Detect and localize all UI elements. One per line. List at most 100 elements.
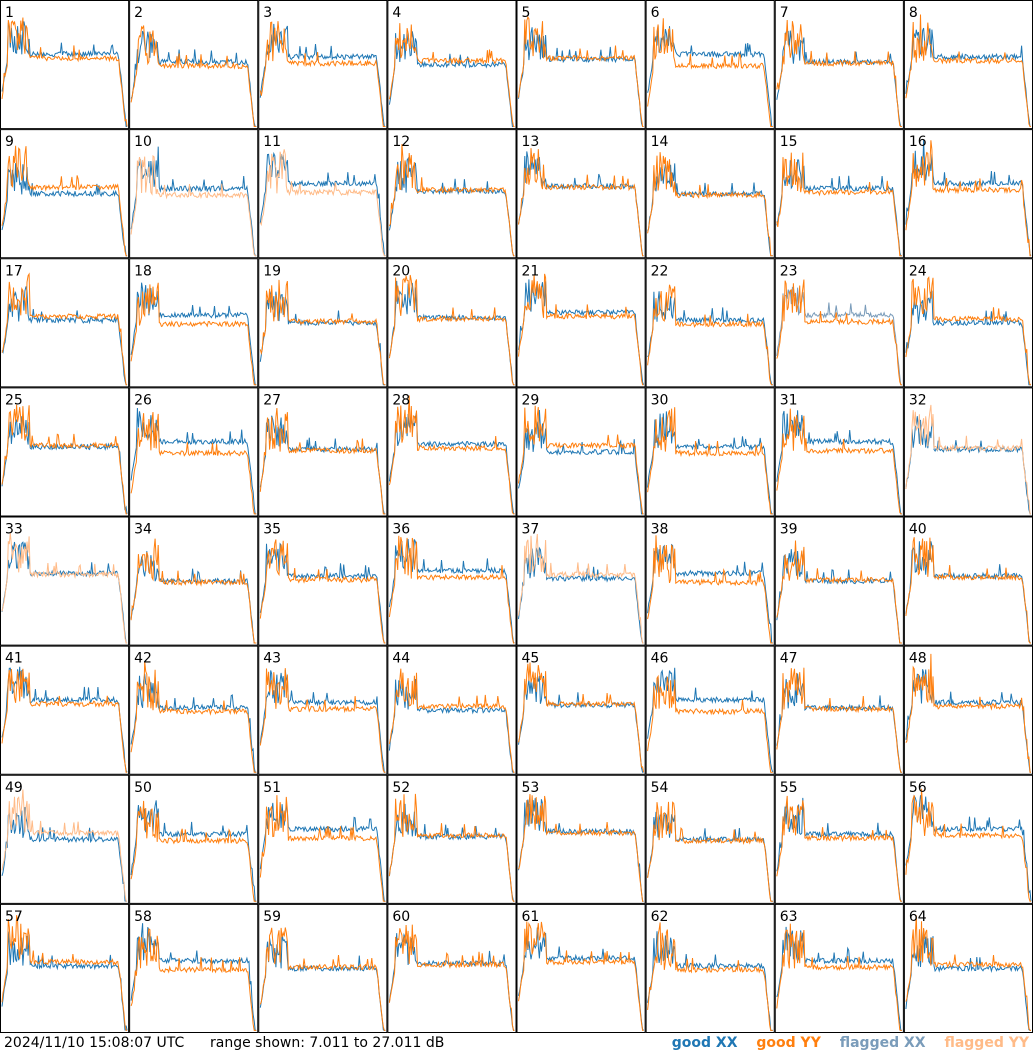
panel-36: 36: [387, 516, 517, 646]
panel-label: 46: [651, 651, 669, 667]
panel-5: 5: [516, 0, 646, 130]
trace-xx-49: [1, 807, 128, 902]
panel-label: 15: [780, 134, 798, 150]
panel-50: 50: [129, 774, 259, 904]
trace-yy-3: [259, 21, 386, 127]
trace-yy-52: [388, 793, 515, 902]
trace-xx-9: [1, 163, 128, 257]
panel-frame: [516, 774, 646, 904]
panel-42: 42: [129, 645, 259, 775]
trace-xx-5: [518, 27, 644, 127]
panel-frame: [903, 387, 1033, 517]
panel-48: 48: [903, 645, 1033, 775]
panel-32: 32: [903, 387, 1033, 517]
trace-yy-46: [647, 674, 773, 773]
panel-6: 6: [645, 0, 775, 130]
panel-33: 33: [0, 516, 130, 646]
panel-60: 60: [387, 903, 517, 1033]
panel-18: 18: [129, 258, 259, 388]
trace-yy-11: [259, 149, 386, 257]
panel-label: 14: [651, 134, 669, 150]
panel-frame: [258, 903, 388, 1033]
trace-xx-38: [647, 543, 773, 644]
panel-21: 21: [516, 258, 646, 388]
trace-yy-2: [130, 25, 257, 127]
panel-frame: [903, 0, 1033, 130]
trace-yy-31: [776, 408, 902, 515]
panel-51: 51: [258, 774, 388, 904]
panel-label: 60: [392, 909, 410, 925]
panel-label: 3: [263, 5, 272, 21]
panel-59: 59: [258, 903, 388, 1033]
panel-41: 41: [0, 645, 130, 775]
panel-label: 22: [651, 263, 669, 279]
panel-16: 16: [903, 129, 1033, 259]
range-label: range shown: 7.011 to 27.011 dB: [210, 1035, 445, 1051]
trace-yy-36: [388, 535, 515, 644]
panel-frame: [774, 774, 904, 904]
panel-label: 2: [134, 5, 143, 21]
panel-label: 20: [392, 263, 410, 279]
panel-46: 46: [645, 645, 775, 775]
panel-49: 49: [0, 774, 130, 904]
panel-31: 31: [774, 387, 904, 517]
trace-yy-13: [518, 148, 644, 257]
panel-label: 53: [522, 780, 540, 796]
panel-label: 11: [263, 134, 281, 150]
panel-19: 19: [258, 258, 388, 388]
panel-label: 29: [522, 392, 540, 408]
panel-56: 56: [903, 774, 1033, 904]
panel-label: 17: [5, 263, 23, 279]
panel-53: 53: [516, 774, 646, 904]
timestamp: 2024/11/10 15:08:07 UTC: [4, 1035, 185, 1051]
panel-label: 18: [134, 263, 152, 279]
panel-label: 13: [522, 134, 540, 150]
panel-label: 16: [909, 134, 927, 150]
panel-34: 34: [129, 516, 259, 646]
panel-frame: [903, 903, 1033, 1033]
panel-3: 3: [258, 0, 388, 130]
panel-label: 51: [263, 780, 281, 796]
trace-yy-17: [1, 272, 128, 386]
panel-label: 31: [780, 392, 798, 408]
panel-55: 55: [774, 774, 904, 904]
trace-yy-23: [776, 279, 902, 386]
panel-label: 33: [5, 522, 23, 538]
trace-xx-23: [776, 286, 902, 386]
panel-frame: [903, 516, 1033, 646]
trace-yy-57: [1, 915, 128, 1031]
panel-frame: [387, 129, 517, 259]
legend: good XX good YY flagged XX flagged YY: [658, 1033, 1029, 1053]
trace-xx-48: [905, 669, 1031, 773]
trace-yy-54: [647, 801, 773, 902]
trace-yy-39: [776, 540, 902, 644]
panel-label: 64: [909, 909, 927, 925]
panel-26: 26: [129, 387, 259, 517]
trace-yy-49: [1, 789, 128, 902]
panel-58: 58: [129, 903, 259, 1033]
panel-label: 52: [392, 780, 410, 796]
panel-29: 29: [516, 387, 646, 517]
trace-xx-54: [647, 811, 773, 902]
panel-frame: [645, 774, 775, 904]
trace-yy-1: [1, 17, 128, 127]
trace-yy-28: [388, 395, 515, 515]
trace-yy-14: [647, 152, 773, 257]
panel-label: 39: [780, 522, 798, 538]
panel-frame: [0, 516, 130, 646]
panel-27: 27: [258, 387, 388, 517]
panel-label: 54: [651, 780, 669, 796]
panel-30: 30: [645, 387, 775, 517]
panel-label: 38: [651, 522, 669, 538]
trace-xx-58: [130, 923, 257, 1031]
panel-7: 7: [774, 0, 904, 130]
trace-xx-2: [130, 30, 257, 127]
trace-yy-42: [130, 661, 257, 773]
trace-yy-15: [776, 152, 902, 257]
panel-frame: [258, 0, 388, 130]
panel-label: 44: [392, 651, 410, 667]
panel-38: 38: [645, 516, 775, 646]
panel-label: 6: [651, 5, 660, 21]
trace-xx-15: [776, 159, 902, 257]
trace-xx-33: [1, 541, 128, 644]
